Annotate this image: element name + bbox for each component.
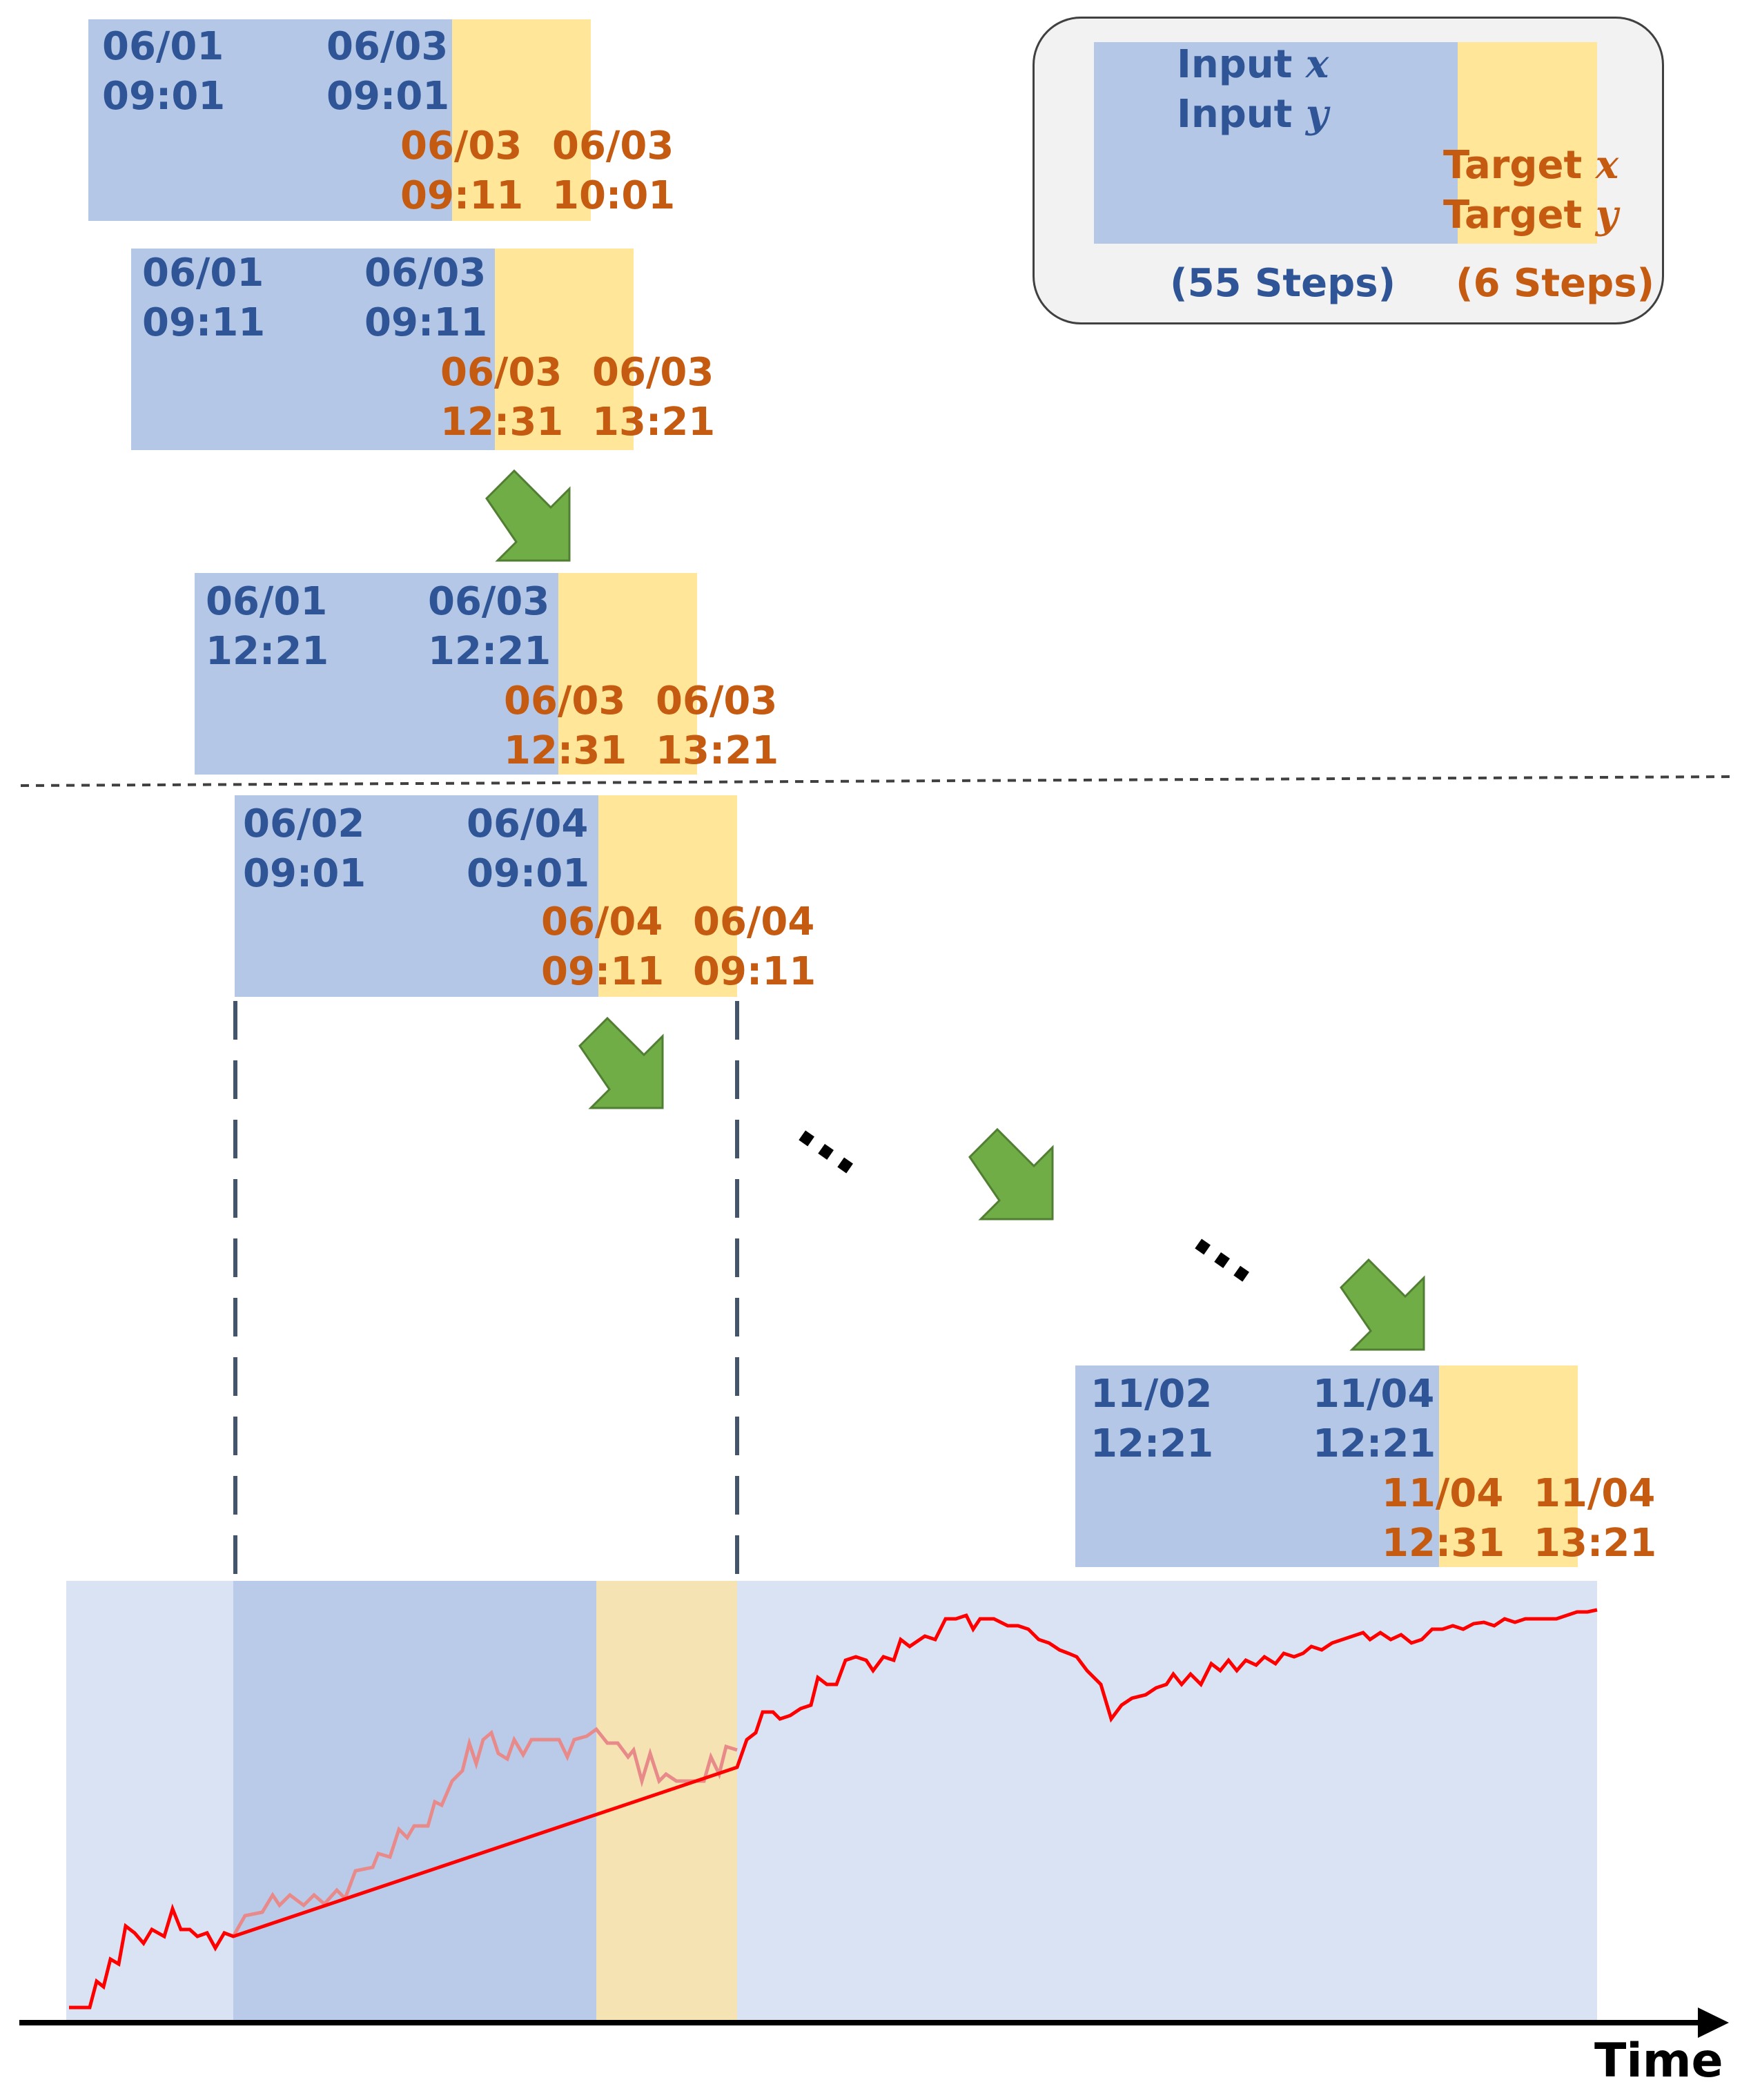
step-arrow-3 <box>968 1127 1054 1221</box>
window-2-target-end: 06/03 13:21 <box>592 350 716 445</box>
window-2-input <box>131 249 495 450</box>
window-2-input-end: 06/03 09:11 <box>364 251 488 345</box>
step-arrow-2 <box>578 1016 664 1109</box>
window-5-target-start: 11/04 12:31 <box>1382 1471 1505 1566</box>
legend-input-x: Input x <box>1177 41 1329 87</box>
series-line <box>69 1608 1598 2010</box>
legend-target-x: Target x <box>1443 142 1619 188</box>
window-1-target-start: 06/03 09:11 <box>400 124 524 218</box>
window-4-target <box>598 795 737 997</box>
window-5-input-end: 11/04 12:21 <box>1313 1372 1436 1466</box>
window-3-target <box>558 573 697 775</box>
time-axis-arrowhead <box>1698 2007 1729 2038</box>
window-1-input <box>88 19 452 221</box>
separator-line <box>20 775 1737 787</box>
step-arrow-4 <box>1340 1258 1425 1351</box>
window-2-target <box>495 249 634 450</box>
legend-target-box <box>1458 42 1597 244</box>
window-2-target-start: 06/03 12:31 <box>440 350 564 445</box>
series-line-highlighted <box>231 1727 738 1938</box>
legend-input-steps: (55 Steps) <box>1170 261 1396 306</box>
step-arrow-1 <box>485 469 571 562</box>
window-3-input <box>195 573 558 775</box>
window-3-input-end: 06/03 12:21 <box>428 579 551 674</box>
window-3-input-start: 06/01 12:21 <box>206 579 329 674</box>
window-1-target-end: 06/03 10:01 <box>552 124 676 218</box>
window-1-target <box>452 19 591 221</box>
timeline-input-region <box>233 1581 596 2023</box>
legend-input-box <box>1094 42 1458 244</box>
legend-target-y: Target y <box>1443 192 1618 237</box>
window-2-input-start: 06/01 09:11 <box>142 251 266 345</box>
window-5: 11/02 12:21 11/04 12:21 11/04 12:31 11/04 13… <box>1075 1365 1656 1567</box>
legend: Input x Input y Target x Target y (55 St… <box>1033 17 1664 324</box>
window-3: 06/01 12:21 06/03 12:21 06/03 12:31 06/03 13… <box>195 573 779 775</box>
window-5-input-start: 11/02 12:21 <box>1090 1372 1214 1466</box>
window-4-input-start: 06/02 09:01 <box>243 801 366 896</box>
legend-input-y: Input y <box>1177 91 1329 137</box>
window-5-input <box>1075 1365 1439 1567</box>
time-axis-label: Time <box>1594 2034 1723 2088</box>
timeline-target-region <box>596 1581 737 2023</box>
window-4-input <box>235 795 598 997</box>
window-1-input-end: 06/03 09:01 <box>326 24 450 119</box>
window-5-target <box>1439 1365 1578 1567</box>
window-3-target-end: 06/03 13:21 <box>656 679 779 773</box>
window-4-target-start: 06/04 09:11 <box>541 900 665 994</box>
window-4: 06/02 09:01 06/04 09:01 06/04 09:11 06/04 09… <box>235 795 816 997</box>
window-1-input-start: 06/01 09:01 <box>102 24 226 119</box>
legend-target-steps: (6 Steps) <box>1456 261 1655 306</box>
window-5-target-end: 11/04 13:21 <box>1534 1471 1657 1566</box>
window-1: 06/01 09:01 06/03 09:01 06/03 09:11 06/03 10… <box>88 19 675 221</box>
window-4-target-end: 06/04 09:11 <box>693 900 816 994</box>
window-3-target-start: 06/03 12:31 <box>504 679 627 773</box>
window-2: 06/01 09:11 06/03 09:11 06/03 12:31 06/03 13… <box>131 249 715 450</box>
window-4-input-end: 06/04 09:01 <box>467 801 590 896</box>
